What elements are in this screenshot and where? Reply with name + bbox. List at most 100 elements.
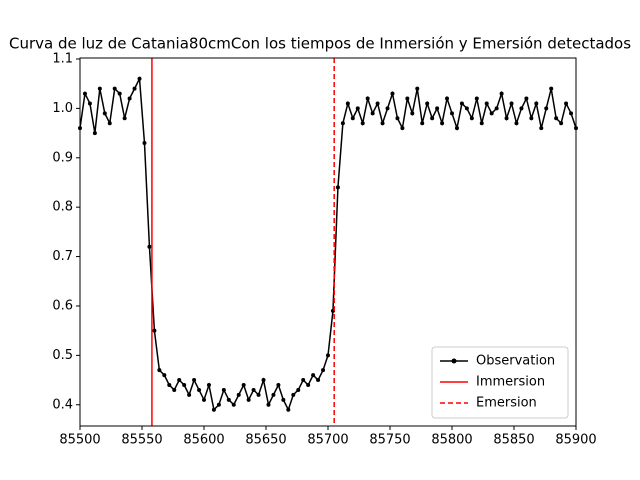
data-point [534,101,539,106]
legend-label: Immersion [476,375,545,390]
data-point [296,387,301,392]
x-tick-label: 85550 [121,433,162,448]
data-point [564,101,569,106]
data-point [117,91,122,96]
data-point [355,106,360,111]
data-point [360,121,365,126]
legend-marker [451,358,457,364]
data-point [107,121,112,126]
data-point [137,76,142,81]
data-point [316,378,321,383]
data-point [192,378,197,383]
data-point [345,101,350,106]
data-point [147,244,152,249]
x-tick-label: 85700 [307,433,348,448]
y-tick-label: 0.7 [52,249,73,264]
data-point [415,86,420,91]
data-point [479,121,484,126]
data-point [97,86,102,91]
data-point [489,111,494,116]
x-tick-label: 85600 [183,433,224,448]
legend-label: Observation [476,354,555,369]
data-point [182,383,187,388]
data-point [494,106,499,111]
data-point [241,383,246,388]
data-point [450,111,454,116]
data-point [82,91,87,96]
data-point [514,121,519,126]
x-tick-label: 85750 [369,433,410,448]
legend-box [431,346,569,419]
data-point [375,101,380,106]
data-point [504,116,509,121]
data-point [326,353,330,358]
data-point [509,101,514,106]
data-point [425,101,430,106]
x-tick-label: 85900 [555,433,596,448]
data-point [211,407,216,412]
data-point [435,106,440,111]
data-point [261,378,266,383]
data-point [142,140,147,145]
data-point [177,378,182,383]
data-point [246,397,251,402]
data-point [549,86,554,91]
data-point [474,96,479,101]
data-point [430,116,435,121]
data-point [251,387,256,392]
data-point [569,111,574,116]
data-point [167,383,172,388]
x-tick-label: 85650 [245,433,286,448]
data-point [385,106,390,111]
data-point [445,96,450,101]
data-point [410,111,415,116]
x-tick-label: 85800 [431,433,472,448]
data-point [340,121,345,126]
data-point [370,111,375,116]
data-point [440,121,445,126]
data-point [559,121,564,126]
data-point [122,116,127,121]
y-tick-label: 1.1 [52,51,73,66]
data-point [286,407,291,412]
x-tick-label: 85850 [493,433,534,448]
data-point [197,387,202,392]
data-point [112,86,117,91]
data-point [92,131,97,136]
data-point [271,392,276,397]
data-point [390,91,395,96]
data-point [281,397,286,402]
data-point [529,116,534,121]
data-point [127,96,132,101]
data-point [162,373,167,378]
y-tick-label: 0.9 [52,150,73,165]
data-point [132,86,137,91]
data-point [524,96,529,101]
data-point [519,106,524,111]
data-point [365,96,370,101]
data-point [484,101,489,106]
data-point [102,111,107,116]
data-point [405,96,410,101]
data-point [469,116,474,121]
data-point [226,397,231,402]
data-point [539,126,544,131]
data-point [554,116,559,121]
data-point [216,402,221,407]
y-tick-label: 0.4 [52,397,73,412]
y-tick-label: 0.8 [52,200,73,215]
chart-title: Curva de luz de Catania80cmCon los tiemp… [9,35,631,53]
data-point [206,383,211,388]
data-point [395,116,400,121]
data-point [321,368,326,373]
data-point [221,387,226,392]
data-point [544,106,549,111]
data-point [236,392,241,397]
data-point [301,378,306,383]
data-point [276,383,281,388]
data-point [157,368,162,373]
data-point [152,328,157,333]
x-tick-label: 85500 [59,433,100,448]
y-tick-label: 0.5 [52,348,73,363]
